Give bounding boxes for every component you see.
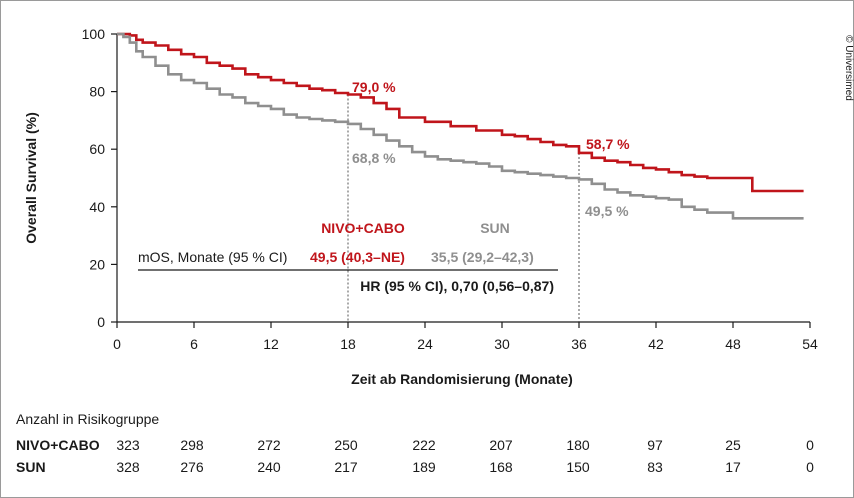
series-line-nivo-cabo <box>117 32 804 193</box>
risk-cell: 150 <box>566 459 590 475</box>
summary-hr: HR (95 % CI), 0,70 (0,56–0,87) <box>360 278 554 294</box>
risk-row-label: SUN <box>16 459 46 475</box>
x-axis-title: Zeit ab Randomisierung (Monate) <box>351 371 573 387</box>
risk-cell: 298 <box>180 437 204 453</box>
risk-row-label: NIVO+CABO <box>16 437 100 453</box>
x-tick-label: 18 <box>340 336 356 352</box>
risk-cell: 328 <box>116 459 140 475</box>
y-tick-label: 40 <box>89 199 105 215</box>
x-tick-label: 24 <box>417 336 433 352</box>
x-tick-label: 6 <box>190 336 198 352</box>
x-tick-label: 12 <box>263 336 279 352</box>
copyright-notice: © Universimed <box>843 35 854 101</box>
risk-cell: 17 <box>725 459 741 475</box>
y-axis-ticks: 0 20 40 60 80 100 <box>82 26 117 330</box>
risk-cell: 83 <box>647 459 663 475</box>
risk-cell: 207 <box>489 437 513 453</box>
risk-cell: 217 <box>334 459 358 475</box>
summary-mos-label: mOS, Monate (95 % CI) <box>138 249 287 265</box>
summary-mos-sun: 35,5 (29,2–42,3) <box>431 249 534 265</box>
risk-cell: 189 <box>412 459 436 475</box>
annotation-sun-18: 68,8 % <box>352 150 396 166</box>
x-tick-label: 42 <box>648 336 664 352</box>
y-tick-label: 0 <box>97 314 105 330</box>
series-line-sun <box>117 32 804 220</box>
summary-col-sun: SUN <box>480 220 510 236</box>
x-tick-label: 36 <box>571 336 587 352</box>
risk-cell: 222 <box>412 437 436 453</box>
risk-cell: 0 <box>806 437 814 453</box>
risk-cell: 25 <box>725 437 741 453</box>
annotation-sun-36: 49,5 % <box>585 203 629 219</box>
annotation-nivo-18: 79,0 % <box>352 79 396 95</box>
x-axis-ticks: 0 6 12 18 24 30 36 42 48 54 <box>113 322 818 352</box>
x-tick-label: 0 <box>113 336 121 352</box>
y-axis-title: Overall Survival (%) <box>23 112 39 244</box>
risk-cell: 240 <box>257 459 281 475</box>
y-tick-label: 20 <box>89 256 105 272</box>
x-tick-label: 30 <box>494 336 510 352</box>
survival-curves <box>117 32 804 220</box>
risk-cell: 276 <box>180 459 204 475</box>
x-tick-label: 54 <box>802 336 818 352</box>
risk-cell: 272 <box>257 437 281 453</box>
risk-cell: 97 <box>647 437 663 453</box>
risk-table-title: Anzahl in Risikogruppe <box>16 411 159 427</box>
annotation-nivo-36: 58,7 % <box>586 136 630 152</box>
reference-lines <box>347 94 580 322</box>
summary-mos-nivo: 49,5 (40,3–NE) <box>310 249 405 265</box>
x-tick-label: 48 <box>725 336 741 352</box>
risk-cell: 250 <box>334 437 358 453</box>
y-tick-label: 60 <box>89 141 105 157</box>
y-tick-label: 100 <box>82 26 106 42</box>
risk-cell: 323 <box>116 437 140 453</box>
risk-cell: 180 <box>566 437 590 453</box>
y-tick-label: 80 <box>89 84 105 100</box>
risk-cell: 0 <box>806 459 814 475</box>
summary-col-nivo: NIVO+CABO <box>321 220 405 236</box>
risk-cell: 168 <box>489 459 513 475</box>
